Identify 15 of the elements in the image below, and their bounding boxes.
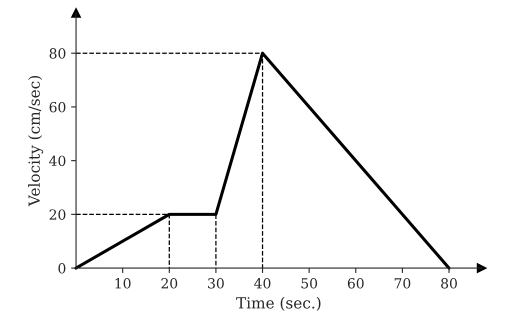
- x-tick-label: 80: [441, 278, 457, 289]
- x-tick-label: 40: [254, 278, 270, 289]
- x-tick-label: 60: [348, 278, 364, 289]
- y-tick-label: 20: [50, 209, 66, 220]
- y-tick-label: 60: [50, 102, 66, 112]
- x-tick-label: 20: [161, 278, 178, 289]
- y-axis-title: Velocity (cm/sec): [28, 76, 44, 206]
- x-tick-label: 10: [116, 278, 131, 289]
- y-tick-label: 80: [50, 48, 66, 59]
- x-tick-label: 50: [301, 278, 318, 289]
- y-tick-label: 40: [49, 156, 66, 166]
- x-tick-label: 70: [394, 278, 410, 289]
- x-tick-label: 30: [208, 278, 224, 289]
- y-tick-label: 0: [58, 263, 66, 274]
- x-axis-title: Time (sec.): [236, 296, 320, 311]
